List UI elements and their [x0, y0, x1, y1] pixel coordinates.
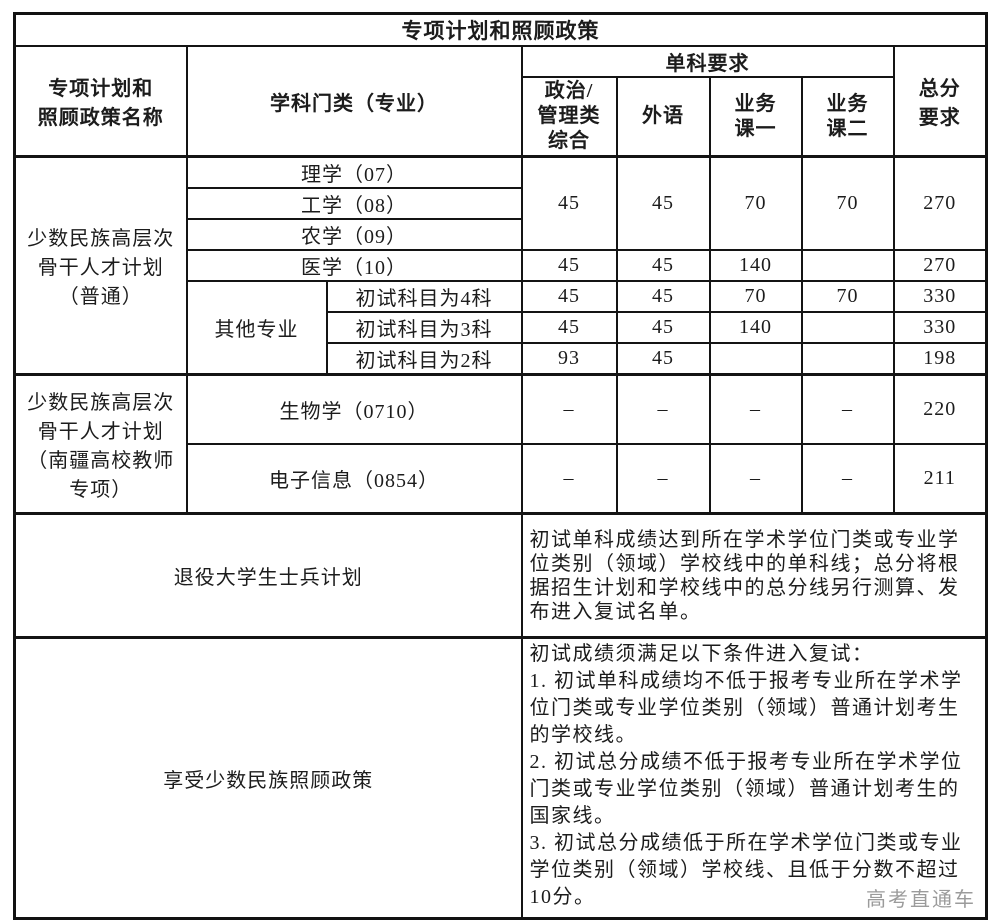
cell-merged-foreign: 45 [615, 155, 711, 251]
cell-exam4-foreign: 45 [615, 280, 711, 313]
header-single-subject-req: 单科要求 [520, 45, 895, 78]
cell-biology-total: 220 [892, 373, 988, 445]
cell-exam4-course1: 70 [708, 280, 803, 313]
cell-minority-policy-text: 初试成绩须满足以下条件进入复试： 1. 初试单科成绩均不低于报考专业所在学术学位… [520, 636, 988, 920]
header-plan-name: 专项计划和 照顾政策名称 [13, 45, 188, 158]
cell-medicine-politics: 45 [520, 249, 618, 282]
cell-minority-nanjiang-name: 少数民族高层次 骨干人才计划 （南疆高校教师 专项） [13, 373, 188, 515]
header-foreign-lang: 外语 [615, 76, 711, 158]
cell-exam4-label: 初试科目为4科 [325, 280, 523, 313]
cell-exam3-politics: 45 [520, 311, 618, 344]
row-exam3: 初试科目为3科 45 45 140 330 [15, 311, 988, 344]
cell-merged-course2: 70 [800, 155, 895, 251]
cell-biology-foreign: – [615, 373, 711, 445]
cell-exam2-course2 [800, 342, 895, 376]
cell-electronics-foreign: – [615, 443, 711, 515]
cell-medicine-subject: 医学（10） [185, 249, 523, 282]
cell-electronics-politics: – [520, 443, 618, 515]
cell-medicine-course2 [800, 249, 895, 282]
cell-biology-course1: – [708, 373, 803, 445]
cell-exam2-politics: 93 [520, 342, 618, 376]
cell-electronics-course1: – [708, 443, 803, 515]
row-engineering: 工学（08） [15, 187, 987, 220]
cell-exam2-total: 198 [892, 342, 988, 376]
header-politics: 政治/ 管理类 综合 [520, 76, 618, 158]
header-subject-category: 学科门类（专业） [185, 45, 523, 158]
header-row-2: 政治/ 管理类 综合 外语 业务 课一 业务 课二 [15, 76, 987, 158]
header-course1: 业务 课一 [708, 76, 803, 158]
row-agriculture: 农学（09） [15, 218, 987, 251]
row-exam4: 其他专业 初试科目为4科 45 45 70 70 330 [15, 280, 988, 376]
cell-biology-subject: 生物学（0710） [185, 373, 523, 445]
row-exam2: 初试科目为2科 93 45 198 [15, 342, 988, 376]
row-biology: 少数民族高层次 骨干人才计划 （南疆高校教师 专项） 生物学（0710） – –… [13, 373, 988, 515]
cell-exam3-total: 330 [892, 311, 988, 344]
special-plan-policy-table: 专项计划和照顾政策 专项计划和 照顾政策名称 学科门类（专业） 单科要求 总分 … [13, 12, 988, 920]
cell-engineering-subject: 工学（08） [185, 187, 523, 220]
cell-exam3-foreign: 45 [615, 311, 711, 344]
cell-biology-politics: – [520, 373, 618, 445]
cell-exam3-course1: 140 [708, 311, 803, 344]
cell-merged-total: 270 [892, 155, 988, 251]
cell-exam3-label: 初试科目为3科 [325, 311, 523, 344]
cell-biology-course2: – [800, 373, 895, 445]
cell-exam4-total: 330 [892, 280, 988, 313]
cell-medicine-course1: 140 [708, 249, 803, 282]
table-title-row: 专项计划和照顾政策 [13, 12, 988, 47]
cell-electronics-total: 211 [892, 443, 988, 515]
cell-exam3-course2 [800, 311, 895, 344]
cell-science-subject: 理学（07） [185, 155, 523, 189]
row-veteran-plan: 退役大学生士兵计划 初试单科成绩达到所在学术学位门类或专业学位类别（领域）学校线… [13, 512, 988, 639]
header-row-1: 专项计划和 照顾政策名称 学科门类（专业） 单科要求 总分 要求 [13, 45, 988, 158]
cell-electronics-subject: 电子信息（0854） [185, 443, 523, 515]
cell-veteran-plan-policy: 初试单科成绩达到所在学术学位门类或专业学位类别（领域）学校线中的单科线；总分将根… [520, 512, 988, 639]
cell-exam2-foreign: 45 [615, 342, 711, 376]
cell-exam4-politics: 45 [520, 280, 618, 313]
cell-agriculture-subject: 农学（09） [185, 218, 523, 251]
cell-exam2-label: 初试科目为2科 [325, 342, 523, 376]
cell-exam2-course1 [708, 342, 803, 376]
cell-minority-policy-name: 享受少数民族照顾政策 [13, 636, 523, 920]
cell-veteran-plan-name: 退役大学生士兵计划 [13, 512, 523, 639]
cell-electronics-course2: – [800, 443, 895, 515]
table-title: 专项计划和照顾政策 [13, 12, 988, 47]
cell-medicine-foreign: 45 [615, 249, 711, 282]
cell-other-majors-label: 其他专业 [185, 280, 328, 376]
minority-policy-text: 初试成绩须满足以下条件进入复试： 1. 初试单科成绩均不低于报考专业所在学术学位… [529, 643, 963, 908]
cell-medicine-total: 270 [892, 249, 988, 282]
header-total-req: 总分 要求 [892, 45, 988, 158]
row-electronics: 电子信息（0854） – – – – 211 [15, 443, 988, 515]
cell-exam4-course2: 70 [800, 280, 895, 313]
minority-policy-text-wrap: 初试成绩须满足以下条件进入复试： 1. 初试单科成绩均不低于报考专业所在学术学位… [530, 641, 979, 913]
watermark-text: 高考直通车 [866, 889, 976, 911]
cell-merged-politics: 45 [520, 155, 618, 251]
cell-minority-general-name: 少数民族高层次 骨干人才计划 （普通） [13, 155, 188, 376]
row-medicine: 医学（10） 45 45 140 270 [15, 249, 988, 282]
cell-merged-course1: 70 [708, 155, 803, 251]
row-minority-policy: 享受少数民族照顾政策 初试成绩须满足以下条件进入复试： 1. 初试单科成绩均不低… [13, 636, 988, 920]
header-course2: 业务 课二 [800, 76, 895, 158]
row-science: 少数民族高层次 骨干人才计划 （普通） 理学（07） 45 45 70 70 2… [13, 155, 988, 376]
